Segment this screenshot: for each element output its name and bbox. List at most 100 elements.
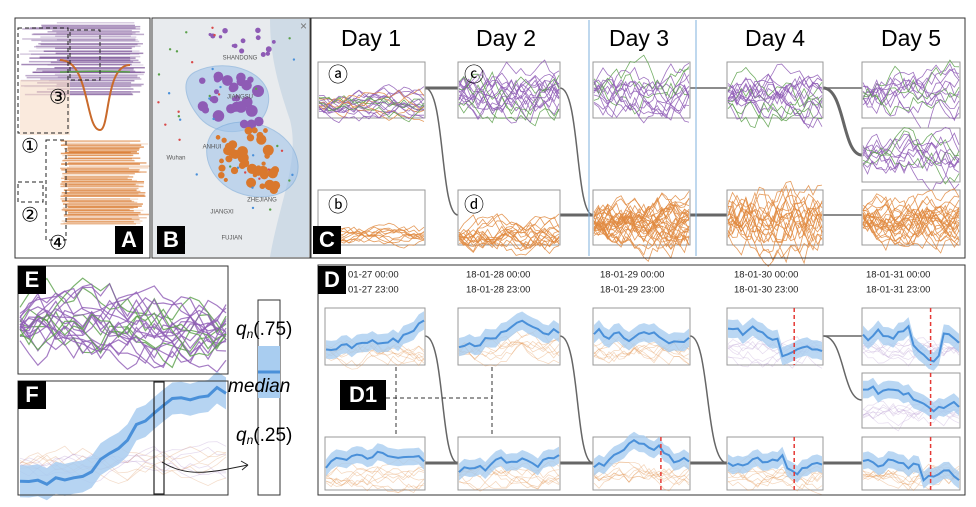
series-line [727,216,823,262]
heat-stripe [63,222,141,224]
series-line [862,77,960,120]
heat-stripe [55,47,132,50]
panel-f-frame [17,380,229,496]
series-line [458,213,560,232]
city-dot [213,33,216,37]
iqr-band [326,443,424,477]
background-line [458,469,560,491]
heat-stripe [68,187,139,190]
heat-stripe [69,179,137,182]
heat-stripe [38,43,143,45]
series-line [862,208,960,245]
series-line [458,86,560,124]
city-dot [239,119,249,129]
city-dot [246,163,258,174]
city-dot [246,119,257,130]
series-line [862,195,960,254]
median-line [593,438,690,468]
panel-a-frame [14,17,151,259]
city-dot [218,171,225,179]
series-line [593,86,690,121]
heat-stripe [62,159,134,162]
heat-stripe [54,66,145,69]
city-dot [208,97,211,100]
flow-link [822,335,863,401]
series-line [593,217,690,243]
series-line [19,307,227,351]
heat-stripe [63,215,139,217]
day-label: Day 4 [745,25,805,51]
heat-stripe [58,93,133,95]
series-line [19,282,227,338]
map-sea [270,19,309,257]
city-dot [177,114,181,118]
heat-stripe [66,205,142,207]
series-line [862,204,960,230]
panel-d-frame [317,264,966,496]
background-line [862,405,959,427]
arrow [161,461,249,473]
subscript: n [247,327,254,341]
city-dot [251,186,254,189]
dashed-box [45,139,67,241]
series-line [727,211,823,246]
series-line [862,204,960,233]
background-line [458,339,560,361]
heat-stripe [66,218,140,221]
city-dot [213,89,219,95]
series-line [318,89,425,108]
series-line [727,87,823,122]
median-line [727,325,823,358]
heat-stripe [28,60,134,63]
series-line [727,187,823,244]
background-line [593,460,690,483]
flow-link [689,335,728,464]
city-dot [157,73,161,76]
labels: A B C D E F D1 ③ ① ② ④ × SHANDONG JIANGS… [18,19,941,447]
city-dot [219,85,222,89]
series-line [593,66,690,112]
heat-block [20,80,70,135]
series-line [862,127,960,166]
background-line [458,341,560,361]
series-line [727,82,823,129]
series-line [318,106,425,120]
city-dot [164,123,167,126]
heat-stripe [60,198,131,200]
heat-stripe [56,32,136,34]
heat-stripe [57,88,133,90]
drawing-layer [17,19,961,501]
city-dot [195,173,198,176]
heat-stripe [56,83,144,86]
series-line [593,198,690,237]
heat-stripe [41,40,140,43]
city-dot [229,82,239,92]
series-line [862,145,960,193]
flow-link [424,335,459,464]
panel-label: E [25,267,40,292]
panel-c-frame [310,17,966,259]
heat-stripe [60,223,137,225]
median-line [458,319,560,349]
city-dot [280,149,284,152]
heat-stripe [62,154,132,157]
series-line [19,292,227,369]
heat-stripe [29,27,136,29]
city-dot [288,179,291,182]
city-dot [218,35,223,39]
city-dot [168,48,172,51]
heat-stripe [39,57,131,59]
panel-label: D1 [349,382,377,407]
city-dot [246,134,255,142]
heat-stripe [62,207,134,209]
series-line [727,78,823,115]
series-line [318,89,425,111]
series-line [19,285,227,332]
city-dot [190,61,194,64]
city-dot [178,118,182,121]
series-line [593,196,690,225]
city-dot [259,183,266,190]
close-icon[interactable]: × [300,19,307,33]
heat-stripe [60,140,141,142]
series-line [19,299,227,360]
